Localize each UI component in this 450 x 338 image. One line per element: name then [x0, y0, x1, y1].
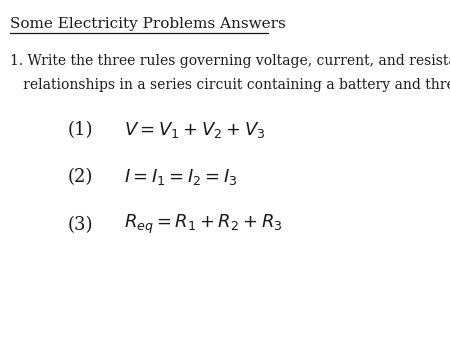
Text: $R_{eq} = R_1 + R_2 + R_3$: $R_{eq} = R_1 + R_2 + R_3$: [124, 213, 282, 236]
Text: (2): (2): [68, 168, 93, 187]
Text: $I = I_1 = I_2 = I_3$: $I = I_1 = I_2 = I_3$: [124, 167, 237, 188]
Text: 1. Write the three rules governing voltage, current, and resistance: 1. Write the three rules governing volta…: [10, 54, 450, 68]
Text: (3): (3): [68, 216, 93, 234]
Text: relationships in a series circuit containing a battery and three resistors.: relationships in a series circuit contai…: [10, 78, 450, 92]
Text: (1): (1): [68, 121, 93, 139]
Text: $V = V_1 + V_2 + V_3$: $V = V_1 + V_2 + V_3$: [124, 120, 266, 140]
Text: Some Electricity Problems Answers: Some Electricity Problems Answers: [10, 17, 286, 31]
